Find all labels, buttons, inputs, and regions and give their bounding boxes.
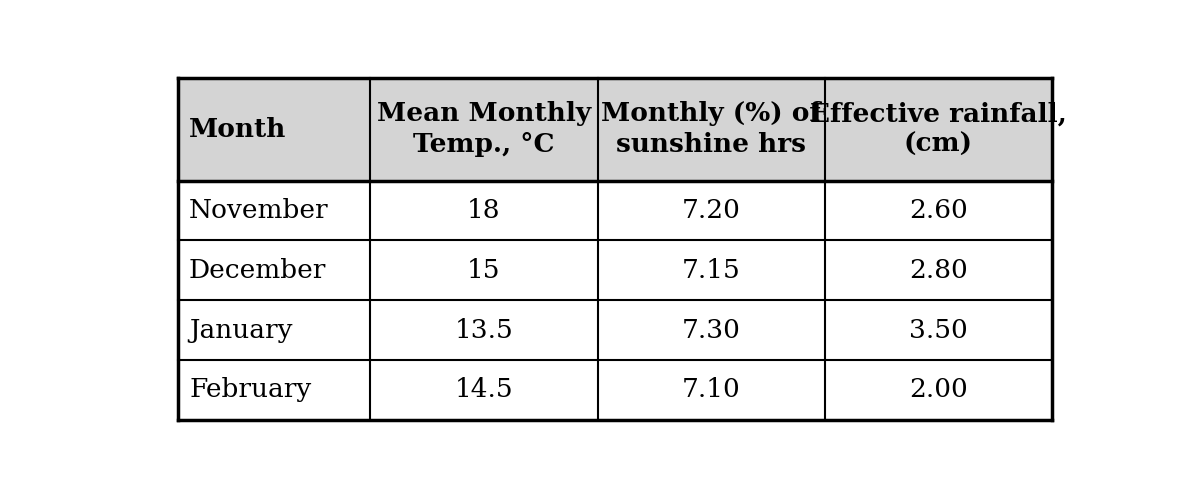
Text: 7.30: 7.30 — [682, 317, 740, 343]
Text: 7.15: 7.15 — [682, 258, 740, 283]
Text: December: December — [190, 258, 326, 283]
Text: Mean Monthly
Temp., °C: Mean Monthly Temp., °C — [377, 102, 590, 157]
Text: 13.5: 13.5 — [455, 317, 514, 343]
Text: 7.10: 7.10 — [682, 378, 740, 402]
Text: February: February — [190, 378, 311, 402]
Text: 18: 18 — [467, 198, 500, 223]
Text: 15: 15 — [467, 258, 500, 283]
Text: 14.5: 14.5 — [455, 378, 514, 402]
Text: 3.50: 3.50 — [910, 317, 968, 343]
Text: Month: Month — [190, 117, 287, 142]
Text: 7.20: 7.20 — [682, 198, 740, 223]
Text: Monthly (%) of
sunshine hrs: Monthly (%) of sunshine hrs — [601, 102, 821, 157]
Text: 2.00: 2.00 — [910, 378, 968, 402]
Text: November: November — [190, 198, 329, 223]
Text: Effective rainfall,
(cm): Effective rainfall, (cm) — [810, 102, 1067, 157]
Text: 2.80: 2.80 — [910, 258, 968, 283]
Text: 2.60: 2.60 — [910, 198, 968, 223]
Text: January: January — [190, 317, 293, 343]
